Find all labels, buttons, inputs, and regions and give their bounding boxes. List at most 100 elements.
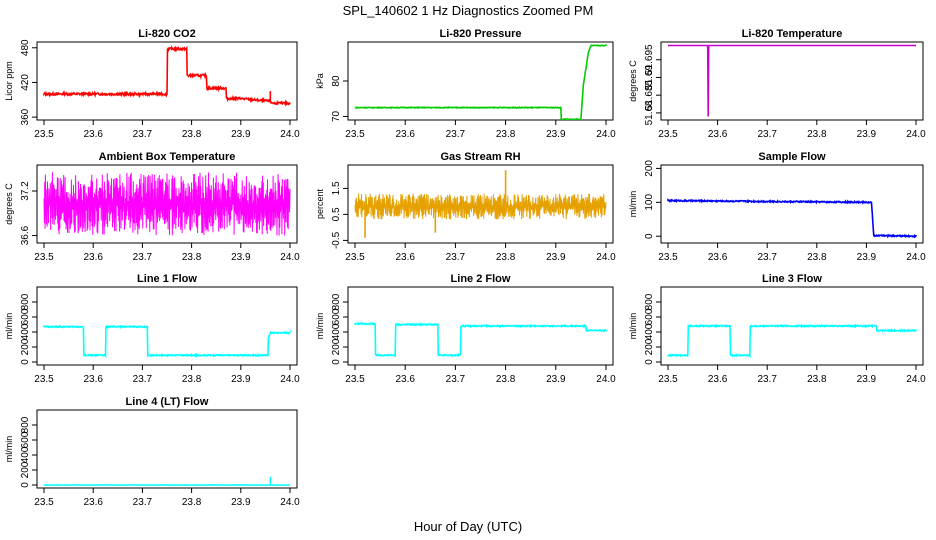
y-axis-label: ml/min: [315, 313, 325, 340]
x-tick-label: 23.7: [446, 374, 466, 385]
x-tick-label: 23.8: [807, 129, 827, 140]
y-tick-label: 600: [20, 308, 31, 325]
y-axis-label: ml/min: [4, 313, 14, 340]
y-tick-label: 600: [331, 308, 342, 325]
x-tick-label: 23.9: [857, 374, 877, 385]
x-tick-label: 23.5: [658, 129, 678, 140]
x-tick-label: 24.0: [906, 129, 926, 140]
x-tick-label: 23.8: [807, 374, 827, 385]
y-axis-label: ml/min: [628, 313, 638, 340]
y-tick-label: 360: [20, 108, 31, 125]
series-line: [43, 324, 291, 359]
x-tick-label: 23.6: [395, 374, 415, 385]
x-tick-label: 23.9: [546, 374, 566, 385]
data-group: [354, 44, 607, 120]
y-tick-label: 800: [20, 416, 31, 433]
y-tick-label: 37.2: [20, 181, 31, 201]
y-tick-label: 0.5: [331, 207, 342, 221]
x-tick-label: 23.6: [395, 252, 415, 263]
x-tick-label: 23.5: [345, 252, 365, 263]
x-tick-label: 23.5: [658, 252, 678, 263]
x-tick-label: 24.0: [596, 129, 616, 140]
panel-0: Li-820 CO2 23.5 23.6 23.7 23.8 23.9 24.0 360 420…: [4, 28, 300, 140]
x-tick-label: 23.6: [83, 129, 103, 140]
series-line: [43, 172, 291, 236]
panel-3: Ambient Box Temperature 23.5 23.6 23.7 23.8 2…: [4, 151, 300, 263]
y-tick-label: 70: [331, 110, 342, 122]
y-tick-label: 51.685: [644, 79, 655, 110]
data-group: [354, 170, 607, 238]
y-tick-label: 0: [20, 482, 31, 488]
y-tick-label: 600: [644, 308, 655, 325]
x-tick-label: 23.8: [496, 374, 516, 385]
x-tick-label: 24.0: [280, 252, 300, 263]
x-tick-label: 23.6: [83, 497, 103, 508]
y-tick-label: 100: [644, 194, 655, 211]
x-tick-label: 23.5: [34, 129, 54, 140]
x-tick-label: 23.9: [231, 129, 251, 140]
y-tick-label: 800: [331, 293, 342, 310]
series-line: [43, 45, 291, 107]
series-line: [354, 193, 607, 220]
y-tick-label: 51.69: [644, 65, 655, 90]
y-tick-label: 400: [20, 446, 31, 463]
series-line: [354, 321, 607, 358]
panel-4: Gas Stream RH 23.5 23.6 23.7 23.8 23.9 24.0 -0.…: [315, 151, 616, 263]
x-tick-label: 23.6: [708, 129, 728, 140]
x-tick-label: 23.9: [857, 129, 877, 140]
chart-panels: Li-820 CO2 23.5 23.6 23.7 23.8 23.9 24.0 360 420…: [4, 28, 926, 508]
panel-title: Li-820 Pressure: [440, 28, 522, 40]
x-tick-label: 23.6: [83, 374, 103, 385]
y-axis-label: ml/min: [4, 436, 14, 463]
x-tick-label: 24.0: [280, 374, 300, 385]
x-tick-label: 23.9: [546, 129, 566, 140]
y-tick-label: 51.68: [644, 100, 655, 125]
data-group: [43, 45, 291, 107]
y-tick-label: 1.5: [331, 181, 342, 195]
panel-5: Sample Flow 23.5 23.6 23.7 23.8 23.9 24.0 0 100 2…: [628, 151, 926, 263]
y-tick-label: 800: [644, 293, 655, 310]
plot-frame: [660, 164, 924, 244]
y-tick-label: 800: [20, 293, 31, 310]
x-tick-label: 23.9: [231, 252, 251, 263]
x-tick-label: 23.7: [133, 497, 153, 508]
x-tick-label: 24.0: [906, 374, 926, 385]
series-line: [667, 323, 917, 359]
plot-frame: [660, 41, 924, 121]
panel-2: Li-820 Temperature 23.5 23.6 23.7 23.8 23.9 24…: [628, 28, 926, 140]
y-axis-label: Licor ppm: [4, 61, 14, 101]
panel-title: Line 3 Flow: [762, 273, 822, 285]
x-tick-label: 23.7: [133, 374, 153, 385]
series-line: [668, 44, 916, 117]
y-tick-label: 0: [20, 359, 31, 365]
x-tick-label: 23.8: [182, 252, 202, 263]
y-tick-label: 0: [331, 359, 342, 365]
x-tick-label: 23.9: [231, 374, 251, 385]
y-tick-label: 80: [331, 75, 342, 87]
panel-title: Line 4 (LT) Flow: [126, 396, 209, 408]
panel-title: Sample Flow: [758, 151, 826, 163]
x-tick-label: 23.7: [446, 252, 466, 263]
data-group: [43, 324, 291, 359]
plot-frame: [36, 409, 298, 489]
x-tick-label: 23.5: [34, 497, 54, 508]
panel-7: Line 2 Flow 23.5 23.6 23.7 23.8 23.9 24.0 0 2004…: [315, 273, 616, 385]
x-tick-label: 23.8: [807, 252, 827, 263]
y-tick-label: 200: [644, 160, 655, 177]
x-tick-label: 23.5: [34, 374, 54, 385]
data-group: [667, 323, 917, 359]
plot-frame: [660, 286, 924, 366]
data-group: [668, 44, 916, 117]
panel-title: Line 1 Flow: [137, 273, 197, 285]
y-tick-label: 400: [331, 323, 342, 340]
y-axis-label: percent: [315, 188, 325, 219]
panel-title: Gas Stream RH: [440, 151, 520, 163]
x-tick-label: 24.0: [596, 374, 616, 385]
y-tick-label: 200: [20, 461, 31, 478]
figure-x-axis-label: Hour of Day (UTC): [414, 519, 522, 534]
x-tick-label: 23.6: [395, 129, 415, 140]
panel-8: Line 3 Flow 23.5 23.6 23.7 23.8 23.9 24.0 0 2004…: [628, 273, 926, 385]
x-tick-label: 23.7: [446, 129, 466, 140]
series-line: [667, 198, 917, 239]
